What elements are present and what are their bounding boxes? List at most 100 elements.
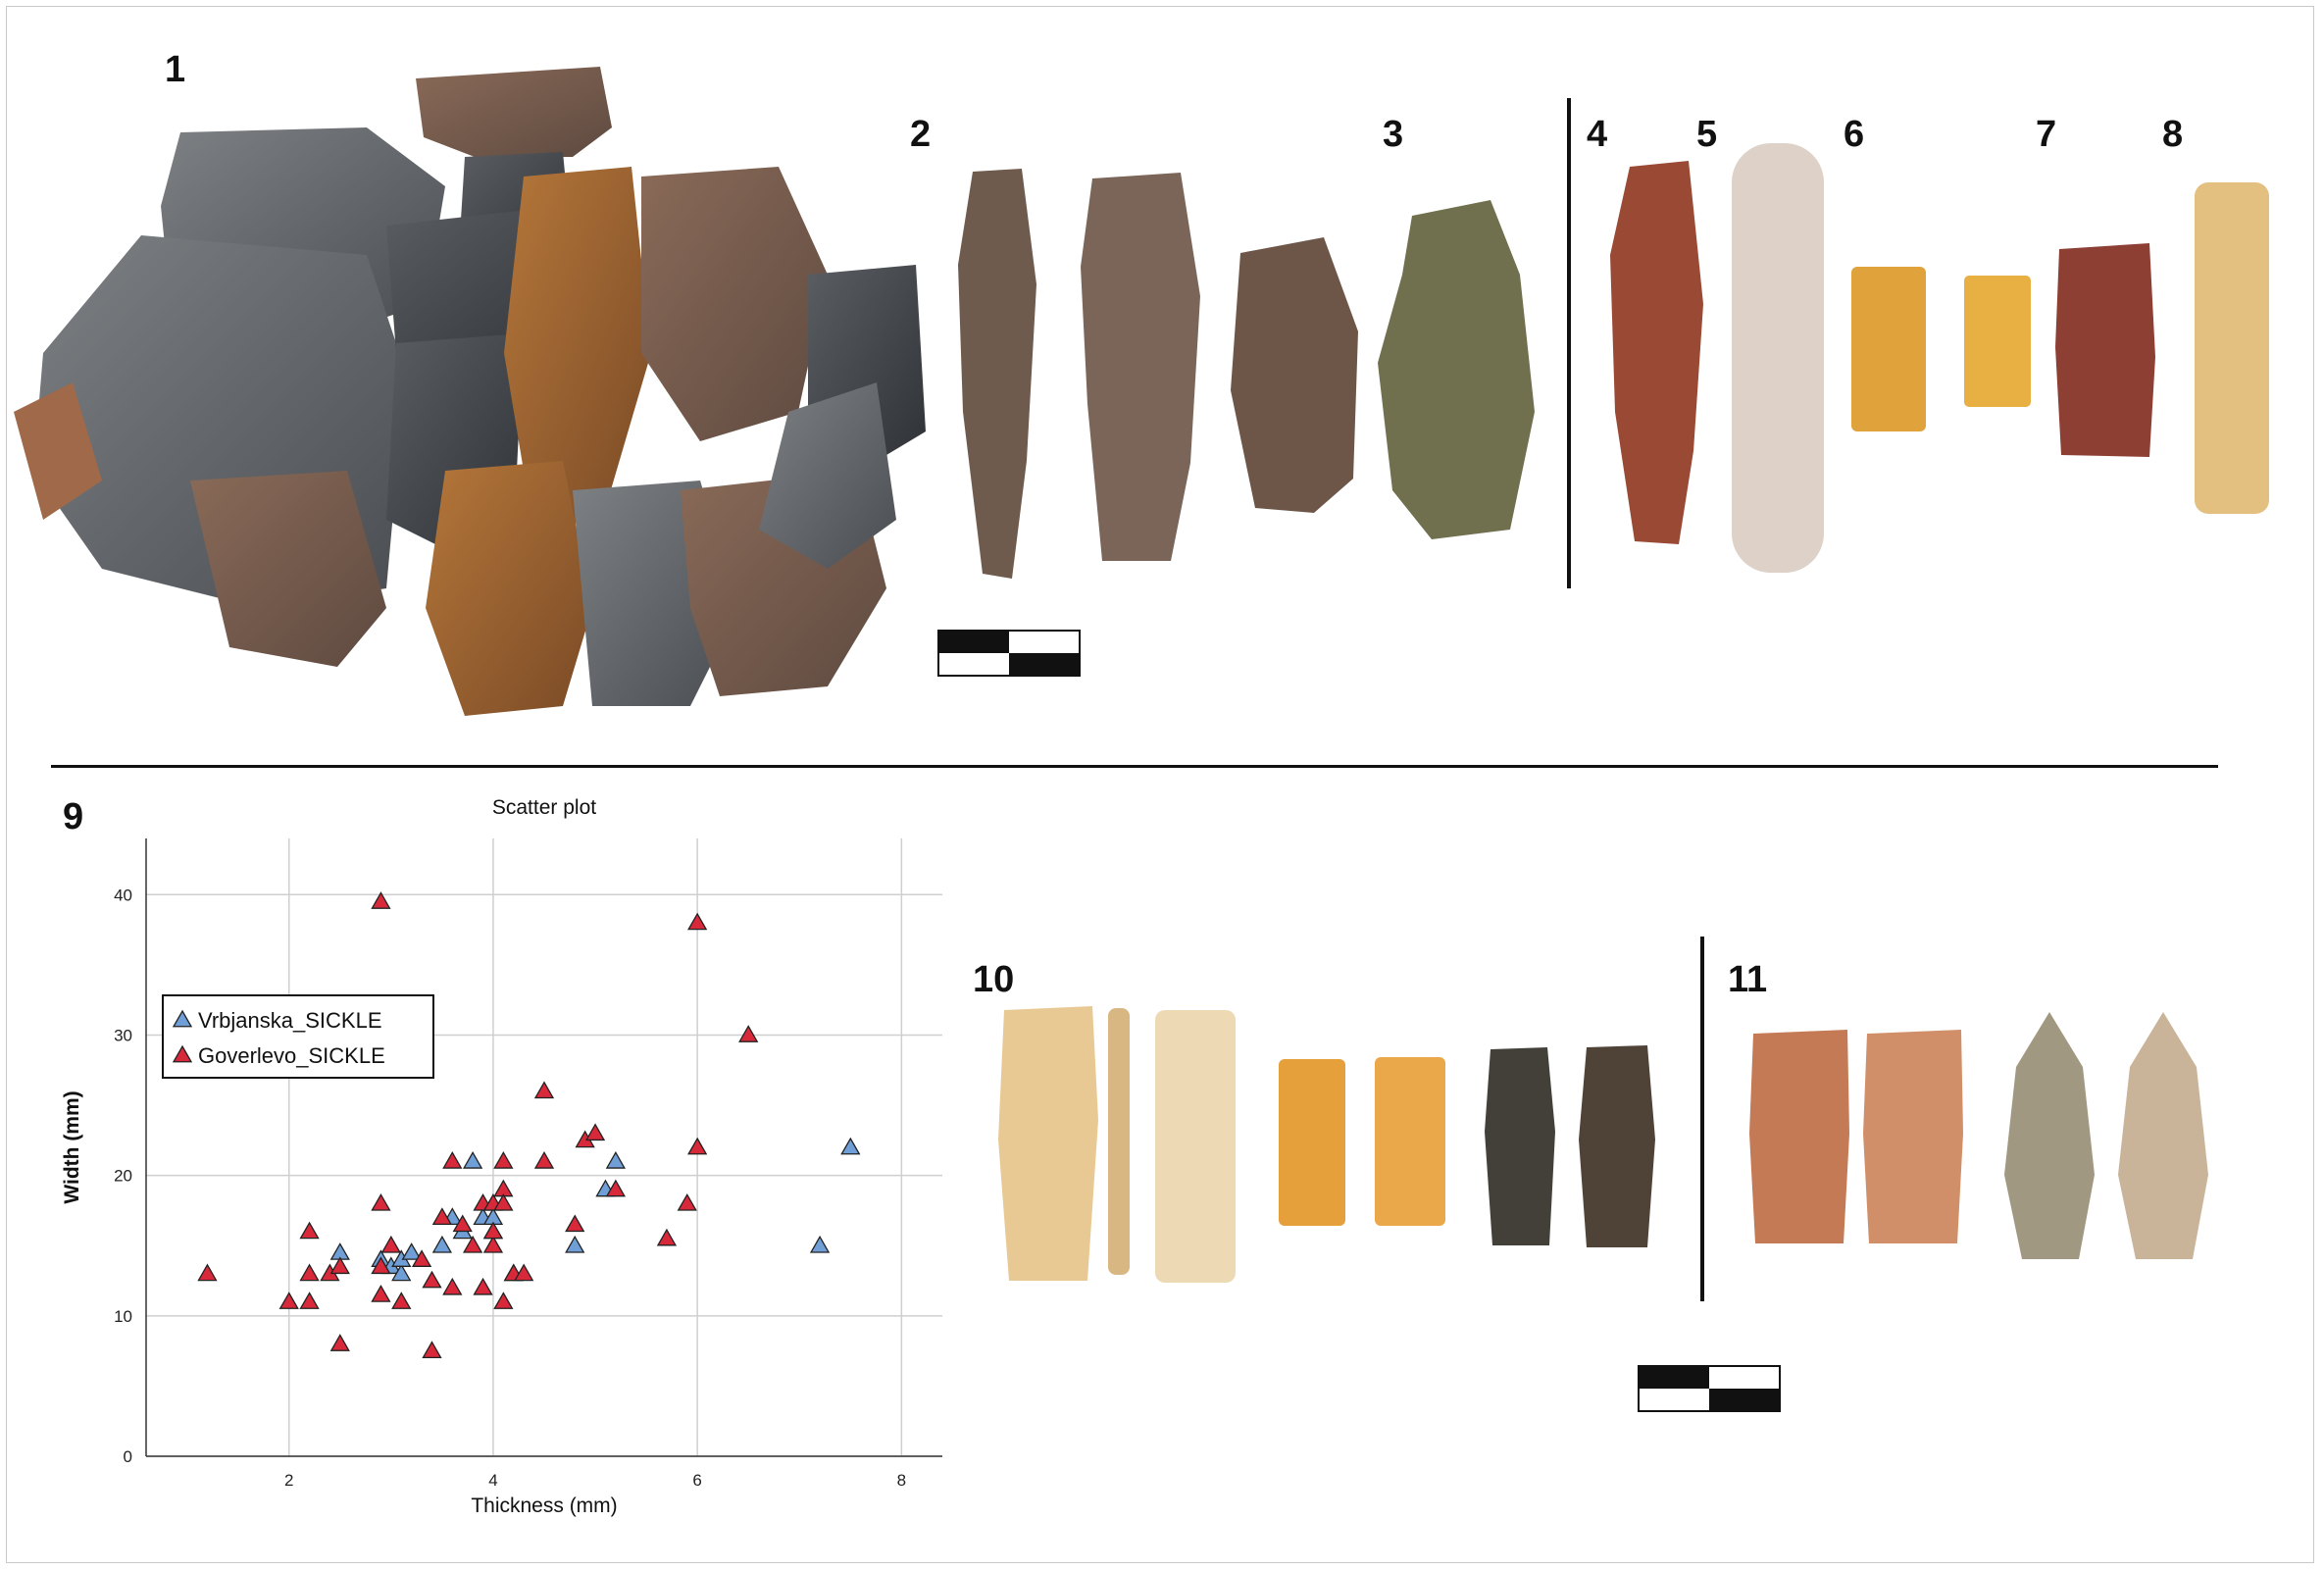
- data-point-vrbjanska: [431, 1235, 453, 1253]
- data-point-goverlevo: [442, 1277, 463, 1295]
- artifact-blade-8: [2189, 177, 2275, 520]
- x-axis-label: Thickness (mm): [471, 1495, 617, 1517]
- artifact-blade-11b: [1859, 1026, 1967, 1247]
- x-tick-label: 6: [692, 1471, 701, 1490]
- data-point-goverlevo: [565, 1214, 585, 1233]
- data-point-vrbjanska: [463, 1151, 483, 1169]
- divider-top-right: [1567, 98, 1571, 588]
- data-point-goverlevo: [329, 1334, 350, 1351]
- x-tick-label: 4: [488, 1471, 497, 1490]
- data-point-goverlevo: [687, 912, 708, 931]
- data-point-goverlevo: [442, 1151, 463, 1169]
- artifact-blade-6: [1847, 263, 1930, 435]
- y-tick-label: 10: [114, 1307, 132, 1326]
- data-point-vrbjanska: [565, 1235, 585, 1253]
- artifact-blade-10g: [1573, 1041, 1661, 1251]
- artifact-blade-4: [1600, 157, 1708, 549]
- panel-label-1: 1: [165, 49, 186, 90]
- legend-label: Vrbjanska_SICKLE: [198, 1008, 382, 1033]
- artifact-blade-5: [1724, 137, 1832, 579]
- panel-label-7: 7: [2036, 114, 2057, 155]
- data-point-goverlevo: [493, 1192, 514, 1211]
- data-point-goverlevo: [482, 1221, 504, 1240]
- data-point-goverlevo: [329, 1256, 350, 1275]
- data-point-goverlevo: [533, 1151, 555, 1169]
- panel-label-11: 11: [1728, 959, 1768, 1000]
- data-point-goverlevo: [431, 1207, 453, 1225]
- data-point-goverlevo: [371, 1192, 391, 1211]
- data-point-goverlevo: [687, 1137, 708, 1155]
- panel-label-5: 5: [1696, 114, 1718, 155]
- data-point-goverlevo: [584, 1123, 606, 1141]
- data-point-vrbjanska: [605, 1151, 626, 1169]
- artifact-pile-1: [14, 59, 935, 726]
- data-point-goverlevo: [533, 1081, 555, 1099]
- data-point-goverlevo: [656, 1228, 678, 1246]
- artifact-blade-7: [2051, 239, 2159, 461]
- artifact-blade-3a: [1226, 233, 1363, 518]
- data-point-goverlevo: [482, 1235, 504, 1253]
- artifact-point-11c: [2000, 1008, 2098, 1265]
- data-point-goverlevo: [380, 1235, 401, 1253]
- data-point-goverlevo: [493, 1292, 514, 1309]
- data-point-goverlevo: [493, 1151, 514, 1169]
- artifact-blade-6b: [1961, 273, 2034, 410]
- data-point-goverlevo: [299, 1263, 320, 1282]
- data-point-goverlevo: [463, 1235, 483, 1253]
- data-point-goverlevo: [677, 1192, 697, 1211]
- artifact-blade-10c: [1151, 1006, 1239, 1287]
- artifact-point-11d: [2114, 1008, 2212, 1265]
- figure-frame: [6, 6, 2314, 1563]
- legend-label: Goverlevo_SICKLE: [198, 1043, 385, 1068]
- data-point-vrbjanska: [391, 1263, 412, 1282]
- data-point-goverlevo: [605, 1179, 626, 1197]
- data-point-goverlevo: [371, 891, 391, 909]
- legend-marker: [172, 1009, 193, 1028]
- data-point-goverlevo: [422, 1270, 442, 1289]
- panel-label-2: 2: [910, 114, 932, 155]
- divider-bottom-right: [1700, 937, 1704, 1301]
- data-point-vrbjanska: [401, 1242, 422, 1260]
- artifact-blade-2a: [953, 167, 1041, 588]
- y-tick-label: 20: [114, 1167, 132, 1186]
- artifact-blade-10f: [1479, 1043, 1561, 1249]
- scatter-plot: 2 4 6 8 0 10 20 30 40 Scatter plot Thickness (mm) W…: [39, 785, 961, 1540]
- artifact-blade-10a: [994, 1002, 1102, 1285]
- y-tick-label: 30: [114, 1026, 132, 1044]
- y-axis-label: Width (mm): [61, 1090, 83, 1203]
- legend-marker: [172, 1044, 193, 1063]
- artifact-blade-10b: [1102, 1004, 1136, 1279]
- data-point-goverlevo: [422, 1341, 442, 1359]
- data-point-goverlevo: [391, 1292, 412, 1309]
- x-tick-label: 8: [897, 1471, 906, 1490]
- divider-horizontal: [51, 765, 2218, 768]
- data-point-goverlevo: [371, 1256, 391, 1275]
- y-tick-label: 0: [124, 1447, 132, 1466]
- y-tick-label: 40: [114, 886, 132, 904]
- data-point-goverlevo: [738, 1025, 759, 1042]
- data-point-goverlevo: [411, 1249, 432, 1267]
- artifact-blade-3b: [1373, 196, 1540, 549]
- data-point-goverlevo: [452, 1214, 473, 1233]
- panel-label-6: 6: [1844, 114, 1865, 155]
- legend-box: [162, 994, 434, 1079]
- data-point-vrbjanska: [809, 1235, 831, 1253]
- panel-label-8: 8: [2162, 114, 2184, 155]
- artifact-blade-11a: [1745, 1026, 1853, 1247]
- scale-bar-top: [937, 630, 1081, 677]
- panel-label-4: 4: [1587, 114, 1608, 155]
- chart-title: Scatter plot: [492, 796, 596, 819]
- data-point-goverlevo: [299, 1292, 320, 1309]
- data-point-goverlevo: [473, 1277, 493, 1295]
- data-point-vrbjanska: [840, 1137, 861, 1155]
- x-tick-label: 2: [284, 1471, 293, 1490]
- data-point-goverlevo: [514, 1263, 534, 1282]
- panel-label-9: 9: [63, 796, 84, 837]
- panel-label-3: 3: [1383, 114, 1404, 155]
- data-point-goverlevo: [197, 1263, 218, 1282]
- scale-bar-bottom: [1638, 1365, 1781, 1412]
- data-point-goverlevo: [371, 1285, 391, 1302]
- data-point-goverlevo: [278, 1292, 299, 1309]
- artifact-blade-2b: [1073, 169, 1210, 571]
- data-point-goverlevo: [299, 1221, 320, 1240]
